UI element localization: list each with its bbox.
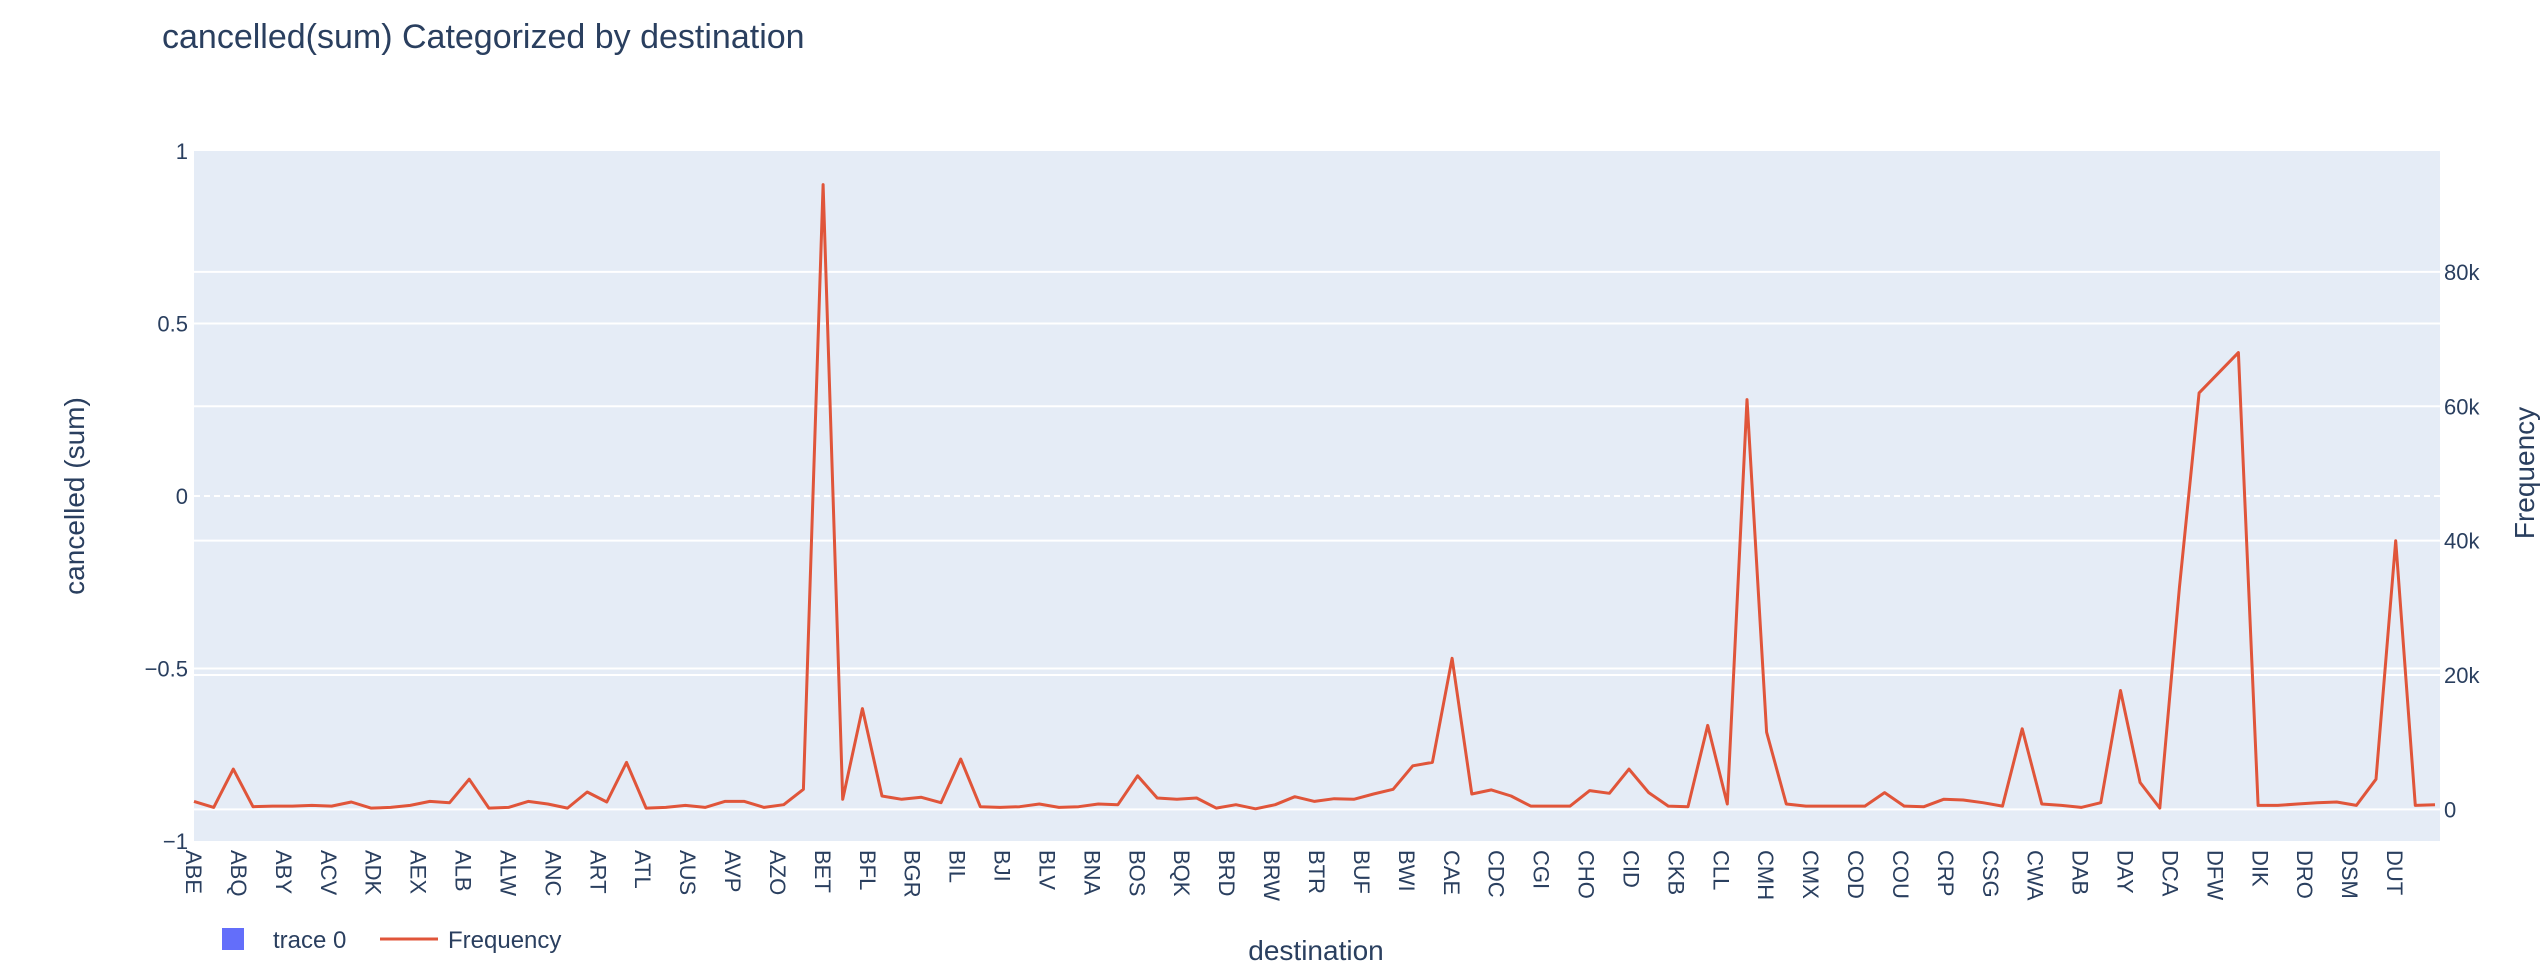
- y-tick-label: 0: [176, 484, 188, 509]
- x-tick-label: BTR: [1304, 850, 1329, 894]
- x-tick-label: BJI: [990, 850, 1015, 882]
- x-tick-label: CHO: [1574, 850, 1599, 899]
- series-layer: [193, 183, 2436, 811]
- y2-tick-label: 20k: [2444, 663, 2480, 688]
- x-tick-label: ALW: [495, 850, 520, 896]
- x-tick-label: CMH: [1753, 850, 1778, 900]
- y-axis-title: cancelled (sum): [59, 397, 90, 595]
- legend: trace 0 Frequency: [222, 927, 561, 954]
- x-tick-label: AEX: [406, 850, 431, 894]
- x-tick-label: BUF: [1349, 850, 1374, 894]
- x-tick-label: CWA: [2023, 850, 2048, 901]
- x-tick-label: CID: [1618, 850, 1643, 888]
- x-tick-label: CDC: [1484, 850, 1509, 898]
- x-tick-label: DAB: [2068, 850, 2093, 895]
- y2-axis-ticks: 80k 60k 40k 20k 0: [2444, 260, 2480, 822]
- y-axis-ticks: 1 0.5 0 −0.5 −1: [145, 139, 188, 854]
- x-tick-label: ABQ: [226, 850, 251, 896]
- chart-title: cancelled(sum) Categorized by destinatio…: [162, 18, 805, 56]
- x-tick-label: BFL: [855, 850, 880, 890]
- y-tick-label: −1: [163, 829, 188, 854]
- y2-tick-label: 0: [2444, 797, 2456, 822]
- y2-tick-label: 80k: [2444, 260, 2480, 285]
- x-tick-label: CKB: [1663, 850, 1688, 895]
- x-tick-label: AUS: [675, 850, 700, 895]
- x-tick-label: ANC: [540, 850, 565, 897]
- x-tick-label: AZO: [765, 850, 790, 895]
- x-tick-label: BQK: [1169, 850, 1194, 897]
- x-tick-label: COD: [1843, 850, 1868, 899]
- x-tick-label: DCA: [2157, 850, 2182, 897]
- series-line-frequency: [193, 183, 2436, 811]
- x-tick-label: BRW: [1259, 850, 1284, 901]
- x-tick-label: BRD: [1214, 850, 1239, 896]
- y-tick-label: 0.5: [157, 312, 188, 337]
- y-tick-label: 1: [176, 139, 188, 164]
- x-tick-label: DUT: [2382, 850, 2407, 895]
- x-tick-label: BNA: [1079, 850, 1104, 896]
- x-tick-label: ABE: [181, 850, 206, 894]
- x-tick-label: BIL: [945, 850, 970, 883]
- x-tick-label: COU: [1888, 850, 1913, 899]
- x-tick-label: ACV: [316, 850, 341, 896]
- y2-tick-label: 40k: [2444, 529, 2480, 554]
- x-tick-label: DFW: [2202, 850, 2227, 900]
- x-tick-label: ABY: [271, 850, 296, 894]
- x-axis-title: destination: [1248, 935, 1383, 966]
- x-tick-label: DSM: [2337, 850, 2362, 899]
- y-tick-label: −0.5: [145, 657, 188, 682]
- x-tick-label: BOS: [1124, 850, 1149, 896]
- legend-label-trace0[interactable]: trace 0: [273, 927, 346, 954]
- x-tick-label: BLV: [1034, 850, 1059, 890]
- x-tick-label: ART: [585, 850, 610, 894]
- y2-tick-label: 60k: [2444, 394, 2480, 419]
- x-tick-label: CMX: [1798, 850, 1823, 899]
- x-tick-label: BET: [810, 850, 835, 893]
- x-tick-label: CSG: [1978, 850, 2003, 898]
- x-tick-label: DRO: [2292, 850, 2317, 899]
- x-tick-label: DAY: [2113, 850, 2138, 894]
- x-axis-ticks: ABE ABQ ABY ACV ADK AEX ALB ALW ANC ART ATL AUS AVP A…: [181, 850, 2407, 901]
- x-tick-label: ATL: [630, 850, 655, 889]
- x-tick-label: AVP: [720, 850, 745, 892]
- x-tick-label: CGI: [1529, 850, 1554, 889]
- x-tick-label: BWI: [1394, 850, 1419, 892]
- legend-swatch-trace0[interactable]: [222, 928, 244, 950]
- x-tick-label: CAE: [1439, 850, 1464, 895]
- y2-axis-title: Frequency: [2509, 407, 2540, 539]
- x-tick-label: ADK: [361, 850, 386, 896]
- legend-label-frequency[interactable]: Frequency: [448, 927, 561, 954]
- x-tick-label: CRP: [1933, 850, 1958, 896]
- x-tick-label: ALB: [451, 850, 476, 892]
- grid: [194, 270, 2440, 811]
- x-tick-label: BGR: [900, 850, 925, 898]
- x-tick-label: DIK: [2247, 850, 2272, 887]
- x-tick-label: CLL: [1708, 850, 1733, 890]
